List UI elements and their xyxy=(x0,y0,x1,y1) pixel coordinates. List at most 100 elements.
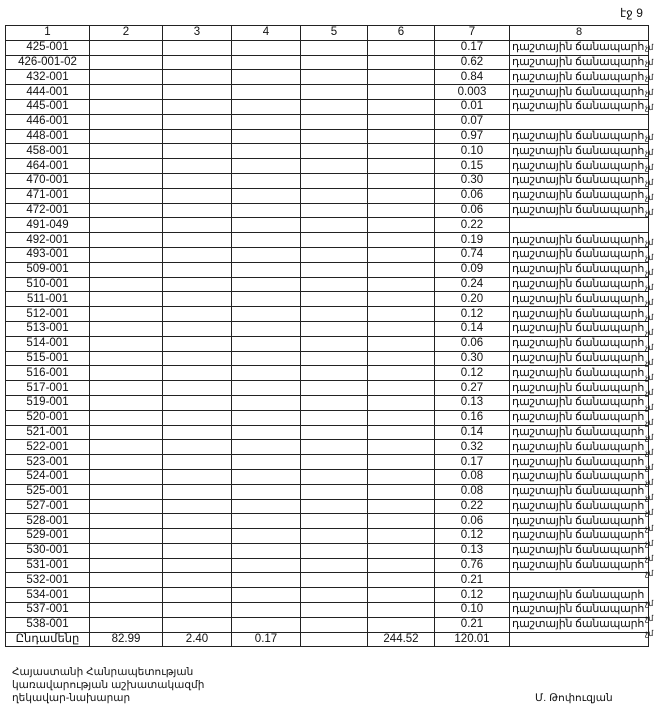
table-row: 448-001 0.97 դաշտային ճանապարհ xyxy=(5,128,649,145)
parcel-id-cell: 532-001 xyxy=(5,572,90,589)
table-row: 510-001 0.24 դաշտային ճանապարհ xyxy=(5,276,649,293)
margin-mark: չմ xyxy=(645,433,654,443)
table-row: 471-001 0.06 դաշտային ճանապարհ xyxy=(5,187,649,204)
parcel-id-cell: 491-049 xyxy=(5,217,90,234)
area-cell: 0.10 xyxy=(434,143,510,160)
table-row: 538-001 0.21 դաշտային ճանապարհ xyxy=(5,616,649,633)
parcel-id-cell: 445-001 xyxy=(5,98,90,115)
purpose-cell xyxy=(509,113,649,130)
margin-mark: չմ xyxy=(645,298,654,308)
table-row: 528-001 0.06 դաշտային ճանապարհ xyxy=(5,513,649,530)
empty-cell xyxy=(89,246,163,263)
empty-cell xyxy=(300,587,368,604)
empty-cell xyxy=(162,217,232,234)
purpose-cell: դաշտային ճանապարհ xyxy=(509,172,649,189)
empty-cell xyxy=(162,439,232,456)
area-cell: 0.30 xyxy=(434,172,510,189)
empty-cell xyxy=(367,158,435,174)
empty-cell xyxy=(231,572,301,589)
area-cell: 0.22 xyxy=(434,217,510,234)
area-cell: 0.21 xyxy=(434,616,510,633)
empty-cell xyxy=(367,69,435,86)
empty-cell xyxy=(300,172,368,189)
area-cell: 0.15 xyxy=(434,158,510,174)
area-cell: 0.22 xyxy=(434,498,510,515)
column-header: 1 xyxy=(5,25,90,41)
purpose-cell: դաշտային ճանապարհ xyxy=(509,439,649,456)
table-row: 426-001-02 0.62 դաշտային ճանապարհ xyxy=(5,54,649,71)
parcel-id-cell: 425-001 xyxy=(5,39,90,56)
empty-cell xyxy=(89,365,163,382)
area-cell: 0.12 xyxy=(434,528,510,544)
table-row: 524-001 0.08 դաշտային ճանապարհ xyxy=(5,468,649,485)
empty-cell xyxy=(367,187,435,204)
empty-cell xyxy=(367,602,435,618)
empty-cell xyxy=(300,246,368,263)
empty-cell xyxy=(162,602,232,618)
table-row: 493-001 0.74 դաշտային ճանապարհ xyxy=(5,246,649,263)
empty-cell xyxy=(231,232,301,248)
empty-cell xyxy=(231,158,301,174)
empty-cell xyxy=(300,365,368,382)
parcel-id-cell: 426-001-02 xyxy=(5,54,90,71)
purpose-cell: դաշտային ճանապարհ xyxy=(509,542,649,559)
empty-cell xyxy=(231,439,301,456)
empty-cell xyxy=(367,468,435,485)
empty-cell xyxy=(231,454,301,470)
signer-name: Մ. Թոփուզյան xyxy=(535,692,613,704)
empty-cell xyxy=(162,587,232,604)
area-cell: 0.84 xyxy=(434,69,510,86)
column-header: 5 xyxy=(300,25,368,41)
margin-mark: չմ xyxy=(645,553,654,563)
empty-cell xyxy=(89,483,163,500)
margin-mark: չմ xyxy=(645,448,654,458)
empty-cell xyxy=(231,291,301,308)
area-cell: 0.32 xyxy=(434,439,510,456)
purpose-cell: դաշտային ճանապարհ xyxy=(509,468,649,485)
column-header: 8 xyxy=(509,25,649,41)
empty-cell xyxy=(300,602,368,618)
footer-line: կառավարության աշխատակազմի xyxy=(12,679,205,691)
area-cell: 0.09 xyxy=(434,261,510,278)
table-row: 446-001 0.07 xyxy=(5,113,649,130)
margin-mark: չմ xyxy=(645,253,654,263)
empty-cell xyxy=(89,39,163,56)
empty-cell xyxy=(367,498,435,515)
empty-cell xyxy=(367,616,435,633)
empty-cell xyxy=(300,39,368,56)
table-row: 445-001 0.01 դաշտային ճանապարհ xyxy=(5,98,649,115)
area-cell: 0.08 xyxy=(434,468,510,485)
empty-cell xyxy=(89,143,163,160)
purpose-cell: դաշտային ճանապարհ xyxy=(509,498,649,515)
table-row: 515-001 0.30 դաշտային ճանապարհ xyxy=(5,350,649,367)
table-row: 432-001 0.84 դաշտային ճանապարհ xyxy=(5,69,649,86)
margin-mark: չմ xyxy=(645,523,654,533)
empty-cell xyxy=(231,306,301,322)
table-row: 523-001 0.17 դաշտային ճանապարհ xyxy=(5,454,649,470)
empty-cell xyxy=(231,84,301,100)
empty-cell xyxy=(231,557,301,574)
purpose-cell: դաշտային ճանապարհ xyxy=(509,557,649,574)
empty-cell xyxy=(89,187,163,204)
empty-cell xyxy=(89,232,163,248)
empty-cell xyxy=(162,409,232,426)
margin-mark: չմ xyxy=(645,73,654,83)
area-cell: 0.01 xyxy=(434,98,510,115)
purpose-cell xyxy=(509,572,649,589)
margin-mark: չմ xyxy=(645,148,654,158)
empty-cell xyxy=(89,54,163,71)
margin-mark xyxy=(645,220,653,235)
margin-mark: չմ xyxy=(645,388,654,398)
empty-cell xyxy=(367,572,435,589)
margin-mark: չմ xyxy=(645,403,654,413)
empty-cell xyxy=(89,498,163,515)
margin-mark xyxy=(645,581,653,596)
page-number: էջ 9 xyxy=(620,6,643,20)
margin-mark: չմ xyxy=(645,193,654,203)
total-c6: 244.52 xyxy=(367,631,435,648)
column-header: 6 xyxy=(367,25,435,41)
empty-cell xyxy=(162,335,232,352)
parcel-id-cell: 464-001 xyxy=(5,158,90,174)
table-row: 525-001 0.08 դաշտային ճանապարհ xyxy=(5,483,649,500)
area-cell: 0.27 xyxy=(434,380,510,396)
